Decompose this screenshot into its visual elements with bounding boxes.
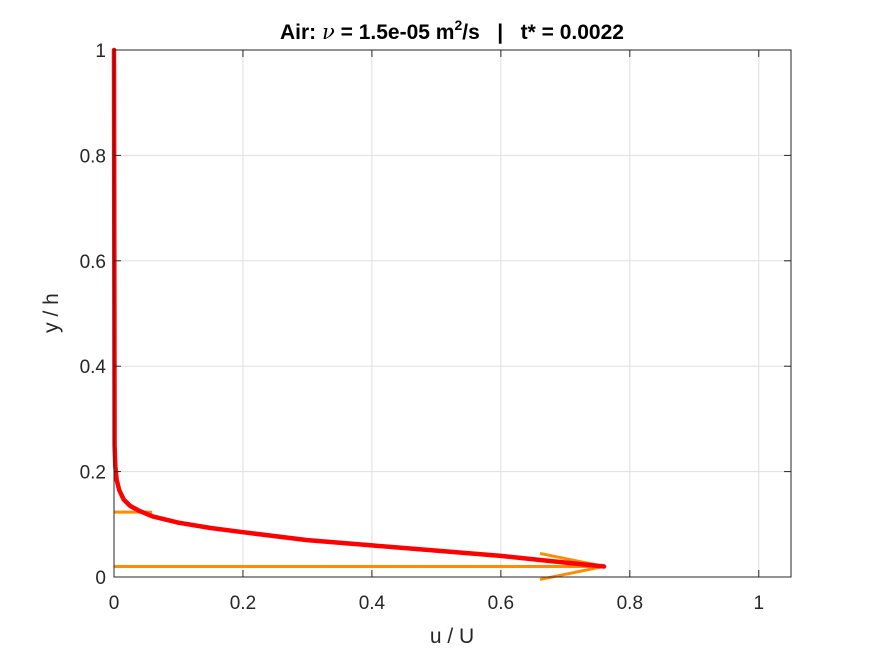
plot-area <box>114 50 791 577</box>
y-tick-label-2: 0.4 <box>80 357 107 378</box>
y-tick-label-1: 0.2 <box>80 463 106 484</box>
velocity-profile-line <box>111 47 607 569</box>
grid-lines <box>114 50 791 577</box>
plot-border <box>113 49 792 578</box>
x-tick-label-3: 0.6 <box>488 593 514 614</box>
y-tick-label-3: 0.6 <box>80 252 106 273</box>
title-nu-symbol: ν <box>322 20 335 44</box>
y-tick-label-4: 0.8 <box>80 146 106 167</box>
y-axis-label: y / h <box>40 293 63 333</box>
axes-frame <box>113 49 792 578</box>
y-tick-label-5: 1 <box>95 41 106 62</box>
title-prefix: Air: <box>280 21 322 44</box>
x-tick-label-0: 0 <box>109 593 120 614</box>
x-axis-label: u / U <box>430 625 474 648</box>
title-suffix: /s | t* = 0.0022 <box>462 21 624 44</box>
data-series <box>111 47 607 569</box>
chart-title: Air: ν = 1.5e-05 m2/s | t* = 0.0022 <box>280 17 624 44</box>
x-tick-label-1: 0.2 <box>230 593 256 614</box>
title-superscript: 2 <box>454 17 462 33</box>
x-tick-label-2: 0.4 <box>359 593 386 614</box>
title-middle: = 1.5e-05 m <box>335 21 455 44</box>
tick-labels: 0 0.2 0.4 0.6 0.8 1 0 0.2 0.4 0.6 0.8 1 <box>80 41 764 614</box>
y-tick-label-0: 0 <box>95 568 106 589</box>
x-tick-label-5: 1 <box>753 593 764 614</box>
x-tick-label-4: 0.8 <box>617 593 643 614</box>
